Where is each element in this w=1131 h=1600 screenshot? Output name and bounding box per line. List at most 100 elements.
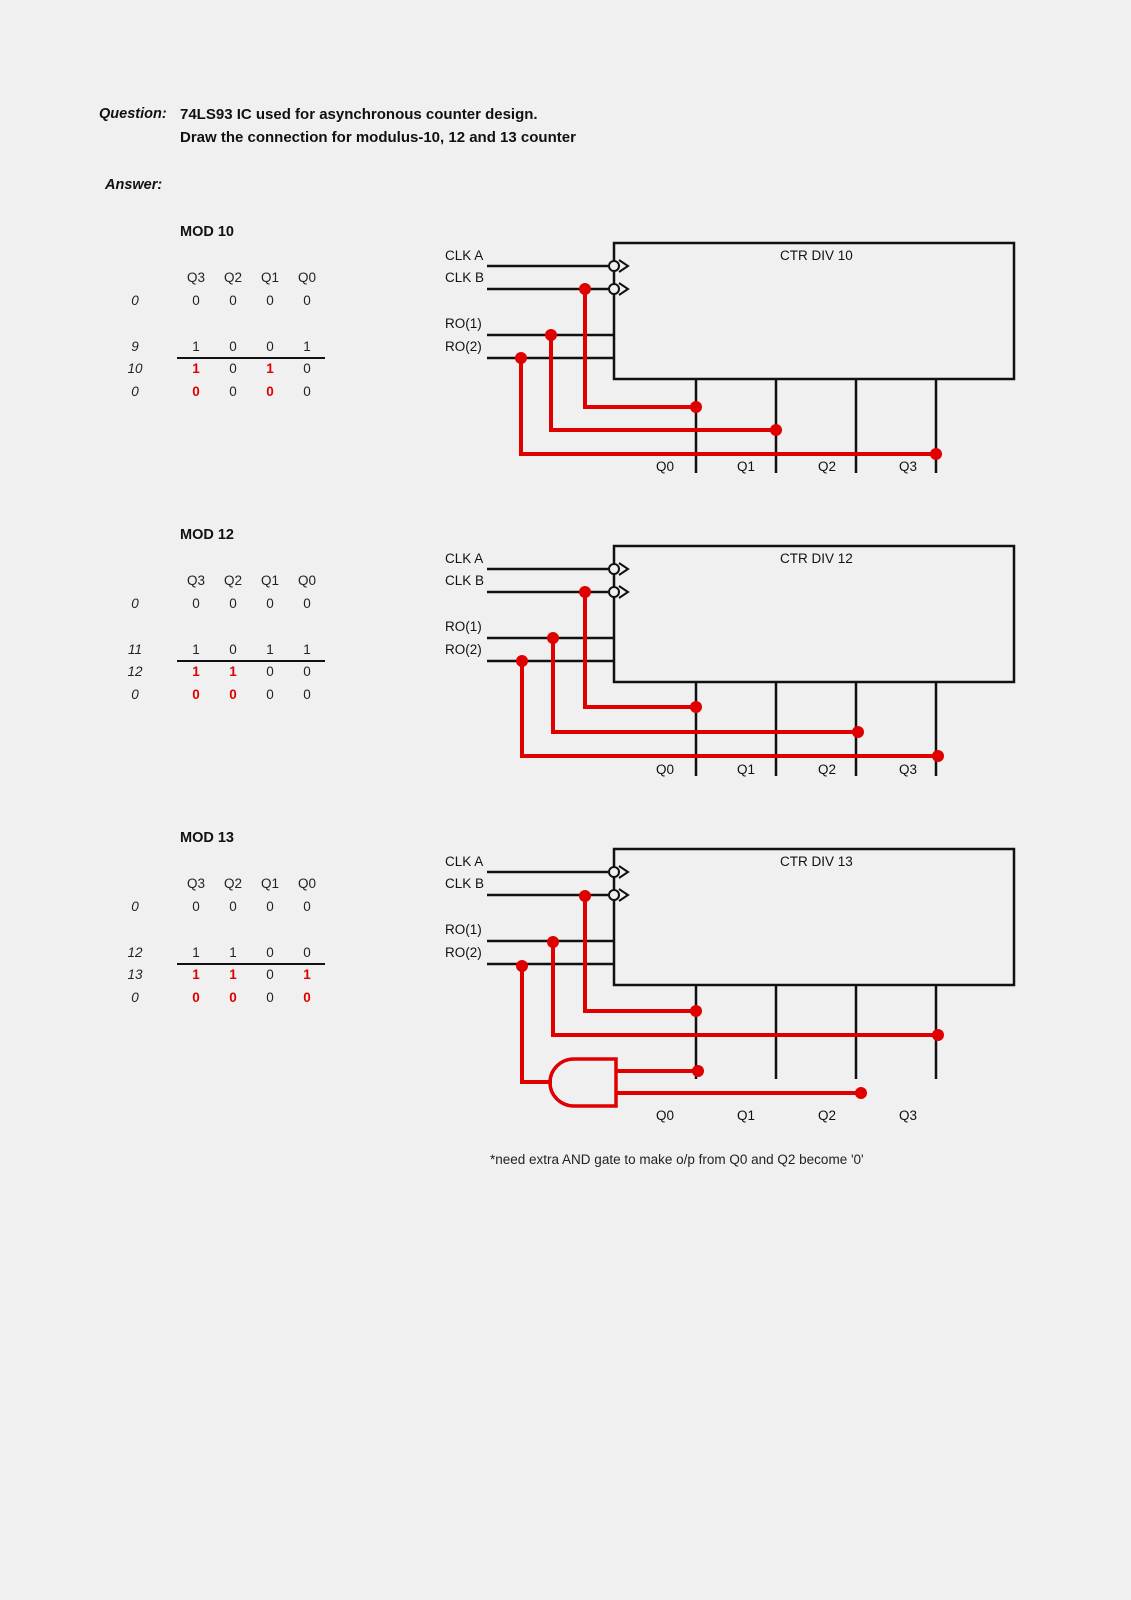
input-label-ro1: RO(1) — [445, 619, 482, 634]
output-label-q2: Q2 — [818, 1108, 837, 1123]
output-label-q0: Q0 — [656, 1108, 675, 1123]
bit-cell: 0 — [229, 384, 237, 399]
bit-cell: 0 — [266, 596, 274, 611]
block-label: CTR DIV 13 — [780, 854, 853, 869]
and-gate-footnote: *need extra AND gate to make o/p from Q0… — [490, 1152, 864, 1167]
col-header-q1: Q1 — [260, 270, 279, 285]
col-header-q2: Q2 — [223, 573, 242, 588]
bit-cell: 0 — [303, 361, 311, 376]
bit-cell: 0 — [229, 596, 237, 611]
bit-cell: 1 — [303, 642, 311, 657]
bit-cell: 0 — [303, 687, 311, 702]
question-text-line2: Draw the connection for modulus-10, 12 a… — [180, 129, 576, 146]
output-label-q0: Q0 — [656, 762, 675, 777]
table-divider — [177, 357, 325, 359]
bit-cell: 1 — [192, 945, 200, 960]
mod13-title: MOD 13 — [180, 830, 234, 846]
row-index: 0 — [131, 293, 139, 308]
col-header-q2: Q2 — [223, 270, 242, 285]
block-label: CTR DIV 10 — [780, 248, 853, 263]
input-label-ro2: RO(2) — [445, 945, 482, 960]
input-label-clk-b: CLK B — [445, 876, 485, 891]
block-label: CTR DIV 12 — [780, 551, 853, 566]
bit-cell: 0 — [303, 945, 311, 960]
bit-cell: 0 — [303, 293, 311, 308]
mod10-junction-dots — [515, 283, 942, 460]
col-header-q3: Q3 — [186, 573, 205, 588]
mod10-counter-block — [485, 241, 1016, 475]
output-label-q3: Q3 — [899, 762, 918, 777]
bit-cell-highlight: 1 — [192, 664, 200, 679]
output-label-q2: Q2 — [818, 459, 837, 474]
row-index: 9 — [131, 339, 139, 354]
mod13-junction-dots — [516, 890, 944, 1099]
output-label-q2: Q2 — [818, 762, 837, 777]
bit-cell-highlight: 1 — [192, 361, 200, 376]
mod12-counter-block — [485, 544, 1016, 778]
mod10-title: MOD 10 — [180, 224, 234, 240]
input-label-clk-b: CLK B — [445, 270, 485, 285]
col-header-q3: Q3 — [186, 270, 205, 285]
bit-cell: 0 — [303, 384, 311, 399]
bit-cell: 0 — [266, 967, 274, 982]
input-label-ro2: RO(2) — [445, 339, 482, 354]
and-gate-icon — [548, 1057, 618, 1108]
output-label-q1: Q1 — [737, 1108, 756, 1123]
output-label-q1: Q1 — [737, 459, 756, 474]
bit-cell-highlight: 1 — [192, 967, 200, 982]
bit-cell-highlight: 0 — [229, 990, 237, 1005]
col-header-q1: Q1 — [260, 876, 279, 891]
output-label-q3: Q3 — [899, 459, 918, 474]
bit-cell-highlight: 0 — [303, 990, 311, 1005]
bit-cell-highlight: 1 — [266, 361, 274, 376]
bit-cell: 0 — [266, 664, 274, 679]
mod13-counter-block — [485, 847, 1016, 1081]
mod12-wiring — [520, 592, 938, 758]
bit-cell: 0 — [266, 293, 274, 308]
input-label-clk-b: CLK B — [445, 573, 485, 588]
row-index: 10 — [127, 361, 143, 376]
col-header-q0: Q0 — [297, 876, 316, 891]
bit-cell: 0 — [192, 596, 200, 611]
mod12-junction-dots — [516, 586, 944, 762]
table-divider — [177, 660, 325, 662]
question-label: Question: — [99, 106, 167, 122]
bit-cell-highlight: 1 — [303, 967, 311, 982]
bit-cell: 0 — [266, 687, 274, 702]
row-index: 11 — [127, 642, 142, 657]
row-index: 0 — [131, 899, 139, 914]
bit-cell: 0 — [266, 899, 274, 914]
question-text-line1: 74LS93 IC used for asynchronous counter … — [180, 106, 538, 123]
col-header-q1: Q1 — [260, 573, 279, 588]
bit-cell: 0 — [266, 339, 274, 354]
col-header-q3: Q3 — [186, 876, 205, 891]
answer-label: Answer: — [105, 177, 163, 193]
row-index: 12 — [127, 664, 143, 679]
bit-cell-highlight: 0 — [192, 687, 200, 702]
row-index: 0 — [131, 687, 139, 702]
bit-cell-highlight: 0 — [192, 384, 200, 399]
input-label-ro2: RO(2) — [445, 642, 482, 657]
input-label-ro1: RO(1) — [445, 316, 482, 331]
bit-cell: 0 — [266, 945, 274, 960]
bit-cell: 0 — [229, 642, 237, 657]
output-label-q0: Q0 — [656, 459, 675, 474]
bit-cell-highlight: 0 — [229, 687, 237, 702]
input-label-ro1: RO(1) — [445, 922, 482, 937]
row-index: 0 — [131, 596, 139, 611]
input-label-clk-a: CLK A — [445, 854, 484, 869]
mod10-wiring — [519, 289, 936, 456]
row-index: 0 — [131, 384, 139, 399]
bit-cell: 1 — [303, 339, 311, 354]
bit-cell: 0 — [229, 361, 237, 376]
bit-cell: 0 — [303, 596, 311, 611]
bit-cell: 0 — [229, 899, 237, 914]
bit-cell-highlight: 0 — [192, 990, 200, 1005]
bit-cell: 0 — [192, 293, 200, 308]
input-label-clk-a: CLK A — [445, 248, 484, 263]
row-index: 0 — [131, 990, 139, 1005]
bit-cell-highlight: 1 — [229, 967, 237, 982]
mod13-wiring — [520, 896, 938, 1095]
bit-cell: 0 — [229, 293, 237, 308]
